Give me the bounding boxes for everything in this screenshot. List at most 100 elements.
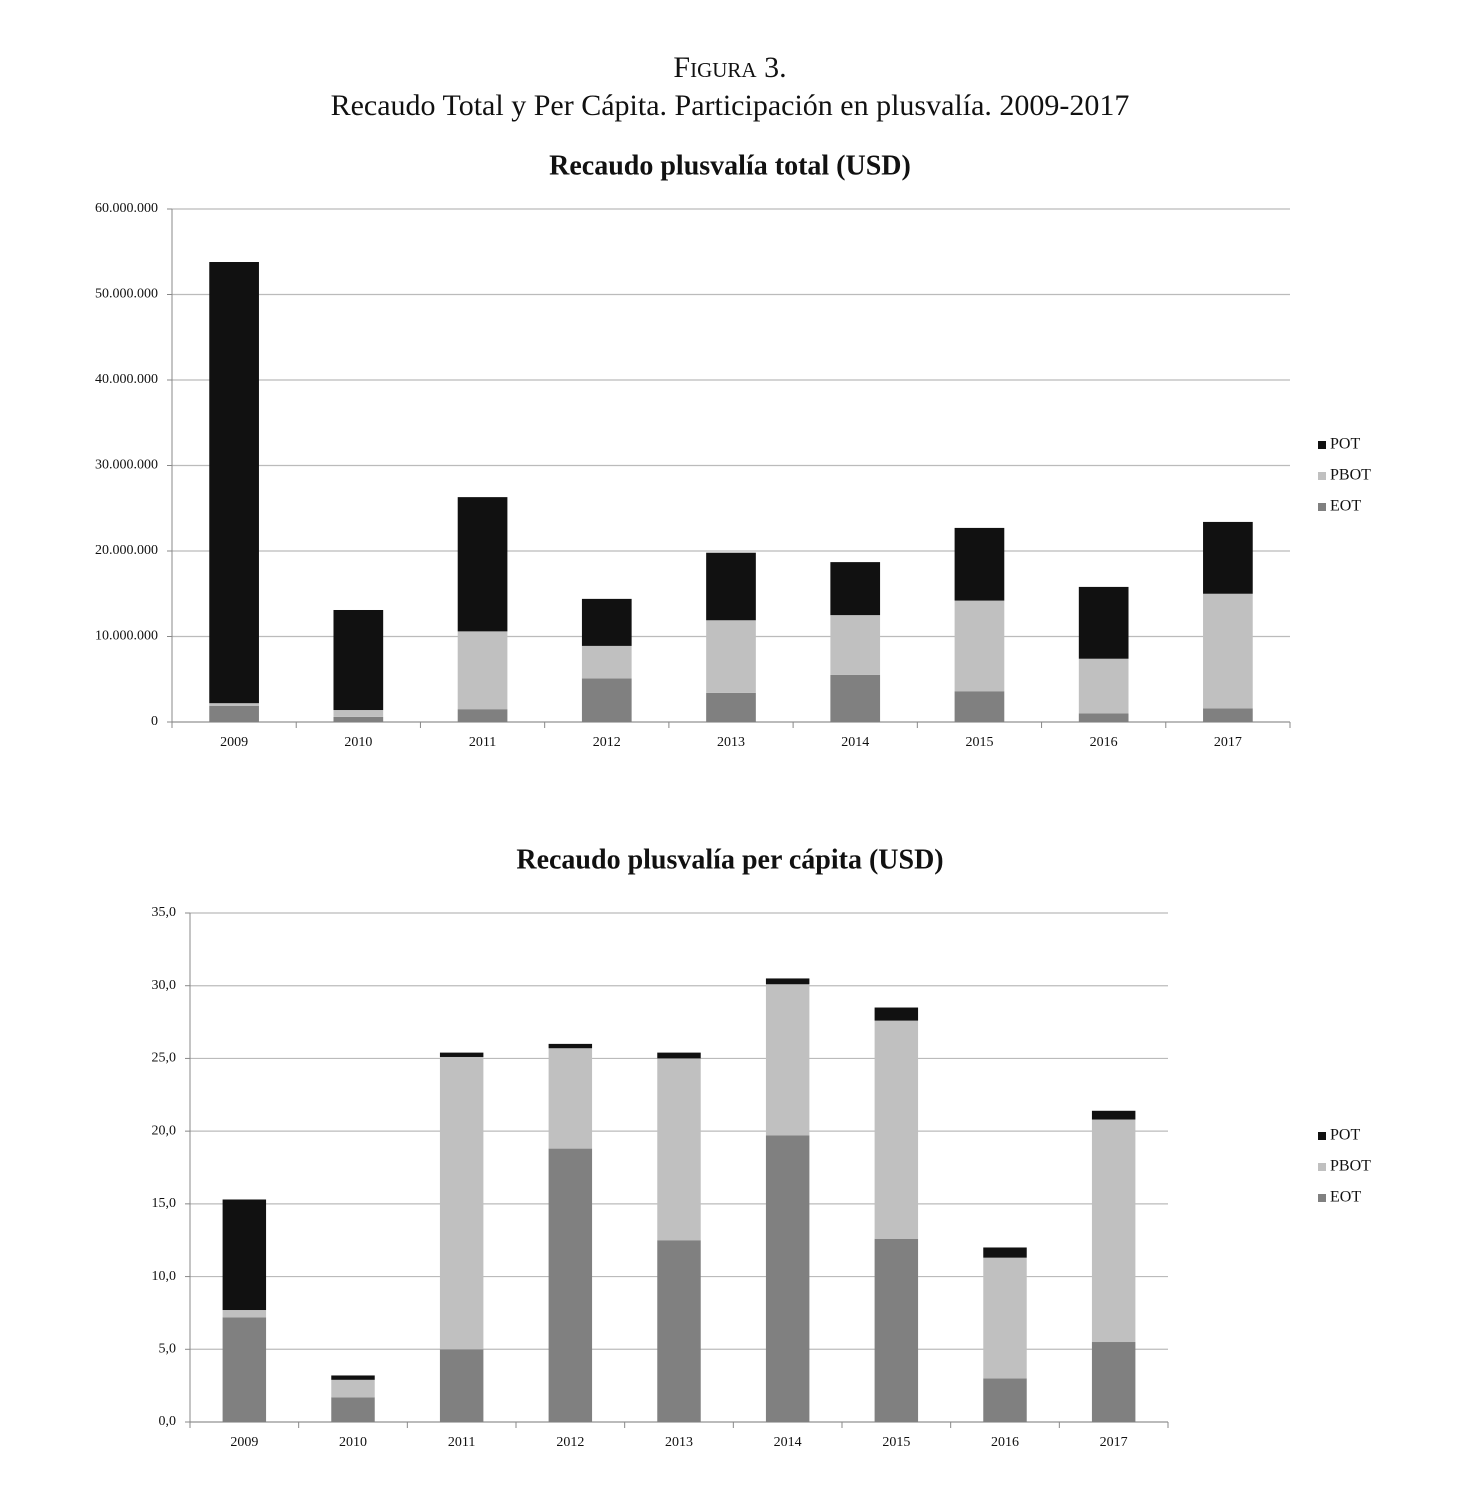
bar-segment	[1091, 1110, 1136, 1120]
y-tick-label: 35,0	[152, 905, 177, 920]
bar-segment	[1203, 593, 1253, 709]
bar-segment	[657, 1052, 701, 1059]
figure-title: Recaudo Total y Per Cápita. Participació…	[331, 89, 1130, 122]
bar-segment	[457, 631, 508, 710]
figure-label: Figura 3.	[673, 51, 786, 84]
x-tick-label: 2014	[841, 735, 869, 750]
y-tick-label: 40.000.000	[95, 372, 158, 387]
bar-segment	[331, 1379, 375, 1398]
y-tick-label: 25,0	[152, 1051, 177, 1066]
bar-segment	[765, 984, 810, 1136]
bar-segment	[657, 1058, 701, 1241]
x-tick-label: 2016	[1090, 735, 1118, 750]
bar-segment	[954, 691, 1005, 722]
y-tick-label: 5,0	[159, 1342, 177, 1357]
bar-segment	[209, 703, 259, 706]
bar-segment	[333, 716, 384, 722]
x-tick-label: 2009	[230, 1435, 258, 1450]
bar-segment	[548, 1148, 593, 1422]
legend-swatch	[1318, 1132, 1326, 1140]
legend-swatch	[1318, 441, 1326, 449]
bar-segment	[954, 527, 1005, 601]
bar-segment	[765, 978, 810, 985]
bar-segment	[331, 1397, 375, 1422]
bar-segment	[1091, 1119, 1136, 1343]
legend-swatch	[1318, 472, 1326, 480]
y-tick-label: 10.000.000	[95, 629, 158, 644]
legend-label: POT	[1330, 436, 1360, 453]
x-tick-label: 2017	[1100, 1435, 1128, 1450]
bar-segment	[983, 1247, 1027, 1258]
legend-label: PBOT	[1330, 1158, 1371, 1175]
bar-segment	[209, 262, 259, 704]
x-tick-label: 2012	[556, 1435, 584, 1450]
x-tick-label: 2015	[882, 1435, 910, 1450]
legend-swatch	[1318, 1163, 1326, 1171]
bar-segment	[548, 1048, 593, 1149]
y-tick-label: 30,0	[152, 978, 177, 993]
bar-segment	[439, 1056, 484, 1350]
bar-segment	[706, 552, 756, 621]
x-tick-label: 2013	[665, 1435, 693, 1450]
legend-label: EOT	[1330, 1189, 1361, 1206]
x-tick-label: 2017	[1214, 735, 1242, 750]
legend-label: EOT	[1330, 498, 1361, 515]
y-tick-label: 0	[151, 714, 158, 729]
bar-segment	[706, 620, 756, 693]
x-tick-label: 2010	[344, 735, 372, 750]
bar-segment	[765, 1135, 810, 1422]
y-tick-label: 15,0	[152, 1196, 177, 1211]
bar-segment	[222, 1310, 267, 1318]
bar-segment	[706, 692, 756, 722]
chart-title: Recaudo plusvalía per cápita (USD)	[516, 844, 943, 875]
bar-segment	[1091, 1342, 1136, 1422]
bar-segment	[874, 1238, 919, 1422]
chart-title: Recaudo plusvalía total (USD)	[549, 150, 911, 181]
bar-segment	[222, 1317, 267, 1422]
bar-segment	[581, 645, 632, 679]
bar-segment	[874, 1020, 919, 1239]
x-tick-label: 2015	[965, 735, 993, 750]
bar-segment	[874, 1007, 919, 1021]
bar-segment	[657, 1240, 701, 1422]
bar-segment	[457, 709, 508, 722]
bar-segment	[830, 562, 881, 616]
y-tick-label: 0,0	[159, 1414, 177, 1429]
y-tick-label: 30.000.000	[95, 458, 158, 473]
bar-segment	[581, 678, 632, 722]
x-tick-label: 2014	[774, 1435, 802, 1450]
y-tick-label: 60.000.000	[95, 201, 158, 216]
x-tick-label: 2011	[469, 735, 496, 750]
bar-segment	[333, 710, 384, 717]
bar-segment	[954, 600, 1005, 692]
bar-segment	[439, 1349, 484, 1422]
legend-label: POT	[1330, 1127, 1360, 1144]
bar-segment	[983, 1257, 1027, 1379]
bar-segment	[1078, 586, 1129, 659]
legend-label: PBOT	[1330, 467, 1371, 484]
x-tick-label: 2010	[339, 1435, 367, 1450]
bar-segment	[222, 1199, 267, 1311]
bar-segment	[830, 674, 881, 722]
x-tick-label: 2011	[448, 1435, 475, 1450]
bar-segment	[1078, 658, 1129, 714]
bar-segment	[1203, 708, 1253, 722]
x-tick-label: 2009	[220, 735, 248, 750]
y-tick-label: 10,0	[152, 1269, 177, 1284]
bar-segment	[830, 615, 881, 675]
bar-segment	[439, 1052, 484, 1057]
legend-swatch	[1318, 503, 1326, 511]
y-tick-label: 20,0	[152, 1123, 177, 1138]
bar-segment	[209, 705, 259, 722]
bar-segment	[983, 1378, 1027, 1422]
bar-segment	[1078, 713, 1129, 722]
x-tick-label: 2016	[991, 1435, 1019, 1450]
bar-segment	[457, 497, 508, 632]
y-tick-label: 20.000.000	[95, 543, 158, 558]
x-tick-label: 2012	[593, 735, 621, 750]
x-tick-label: 2013	[717, 735, 745, 750]
bar-segment	[333, 609, 384, 711]
y-tick-label: 50.000.000	[95, 287, 158, 302]
bar-segment	[548, 1043, 593, 1049]
